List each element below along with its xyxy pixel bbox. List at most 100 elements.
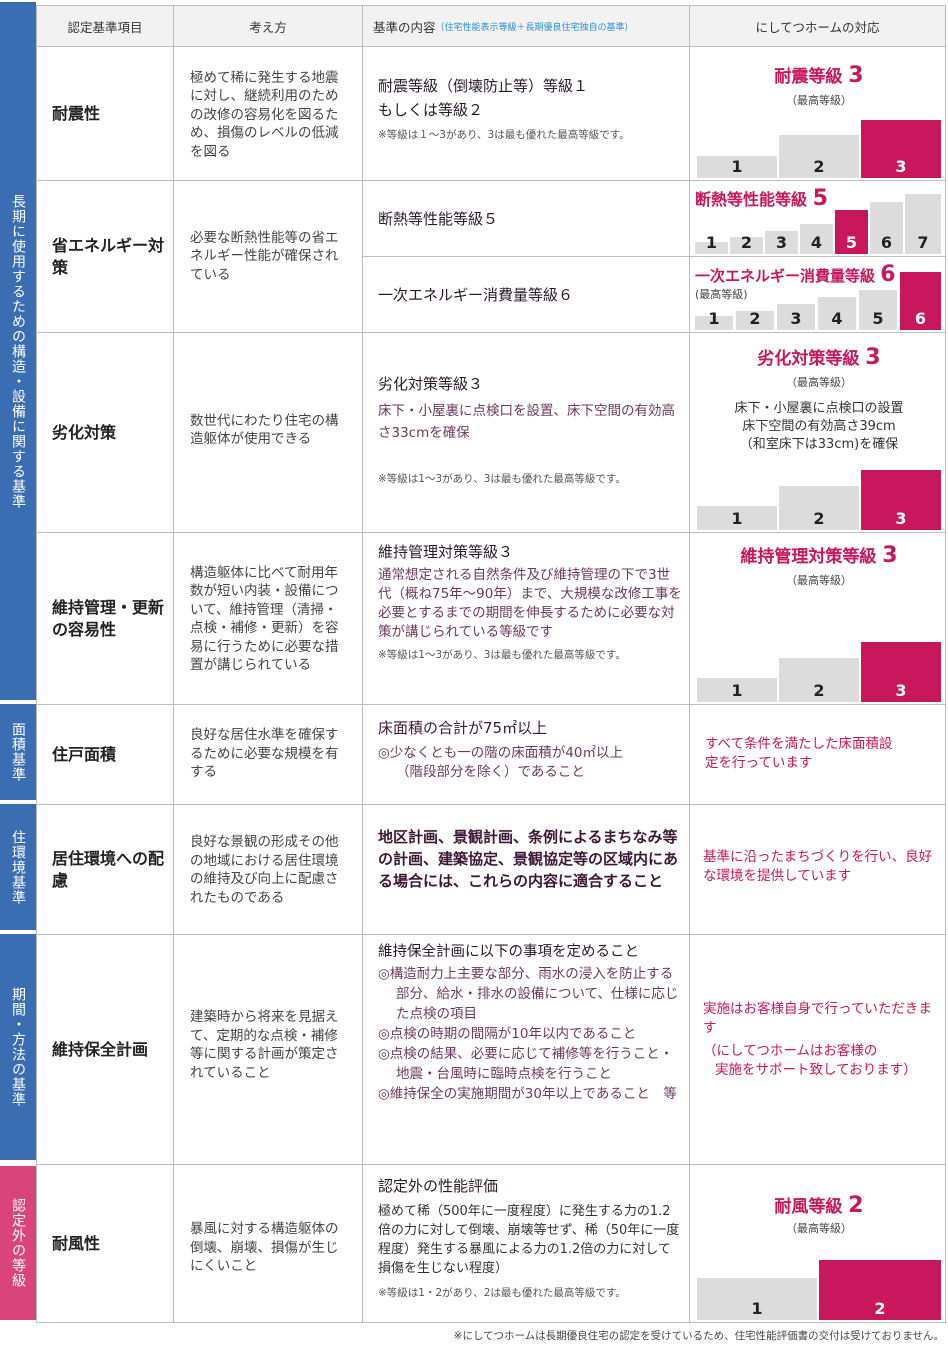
item-plan: 維持保全計画 [52, 1039, 149, 1059]
grade-bar-highlight: 6 [900, 272, 941, 330]
response-plan-line2: （にしてつホームはお客様の [703, 1043, 878, 1059]
grid-line [36, 704, 945, 705]
grade-bar-highlight: 3 [861, 470, 941, 530]
criteria-deterioration: 劣化対策等級３ 床下・小屋裏に点検口を設置、床下空間の有効高さ33cmを確保 ※… [378, 372, 683, 489]
criteria-seismic: 耐震等級（倒壊防止等）等級１ もしくは等級２ ※等級は１～3があり、3は最も優れ… [378, 74, 683, 145]
response-environment: 基準に沿ったまちづくりを行い、良好な環境を提供しています [703, 849, 933, 884]
response-plan-line1: 実施はお客様自身で行っていただきます [703, 1001, 932, 1036]
criteria-maintenance-note: ※等級は1～3があり、3は最も優れた最高等級です。 [378, 649, 626, 661]
response-deterioration-sub: （最高等級） [786, 376, 852, 389]
grade-bar: 2 [736, 309, 774, 330]
criteria-wind-title: 認定外の性能評価 [378, 1177, 499, 1195]
response-deterioration-title: 劣化対策等級 3 [757, 345, 881, 370]
response-plan: 実施はお客様自身で行っていただきます （にしてつホームはお客様の 実施をサポート… [703, 1000, 939, 1090]
criteria-maintenance-body: 通常想定される自然条件及び維持管理の下で3世代（概ね75年～90年）まで、大規模… [378, 567, 682, 640]
header-concept: 考え方 [174, 6, 362, 46]
grid-line [36, 804, 945, 805]
concept-environment: 良好な景観の形成その他の地域における居住環境の維持及び向上に配慮されたものである [190, 834, 339, 906]
criteria-deterioration-body: 床下・小屋裏に点検口を設置、床下空間の有効高さ33cmを確保 [378, 403, 675, 441]
grade-bar: 2 [730, 233, 763, 254]
criteria-wind-note: ※等級は1・2があり、2は最も優れた最高等級です。 [378, 1287, 626, 1299]
criteria-energy-b-text: 一次エネルギー消費量等級６ [378, 285, 574, 304]
grade-bar: 2 [779, 658, 859, 702]
concept-deterioration: 数世代にわたり住宅の構造躯体が使用できる [190, 412, 339, 448]
grade-bar: 4 [818, 297, 856, 330]
grade-bar-highlight: 3 [861, 120, 941, 178]
response-energy-b: 一次エネルギー消費量等級 6 (最高等級) 1 2 3 4 5 6 [695, 262, 941, 330]
grade-bar-highlight: 5 [835, 210, 868, 254]
header-criteria: 基準の内容 （住宅性能表示等級＋長期優良住宅独自の基準） [363, 6, 699, 46]
response-maintenance-sub: （最高等級） [786, 574, 852, 587]
criteria-wind-body: 極めて稀（500年に一度程度）に発生する力の1.2倍の力に対して倒壊、崩壊等せず… [378, 1204, 680, 1276]
response-wind-sub: （最高等級） [786, 1222, 852, 1235]
criteria-maintenance-title: 維持管理対策等級３ [378, 543, 514, 561]
grade-bar: 1 [697, 678, 777, 702]
grid-line [36, 1164, 945, 1165]
item-wind: 耐風性 [52, 1233, 101, 1253]
grid-line [36, 180, 945, 181]
criteria-plan-title: 維持保全計画に以下の事項を定めること [378, 944, 639, 960]
criteria-plan-item: ◎維持保全の実施期間が30年以上であること 等 [378, 1086, 677, 1102]
criteria-floor-area: 床面積の合計が75㎡以上 ◎少なくとも一の階の床面積が40㎡以上 （階段部分を除… [378, 716, 683, 782]
item-deterioration: 劣化対策 [52, 422, 117, 442]
concept-seismic: 極めて稀に発生する地震に対し、継続利用のための改修の容易化を図るため、損傷のレベ… [190, 69, 339, 160]
header-criteria-note: （住宅性能表示等級＋長期優良住宅独自の基準） [435, 22, 634, 33]
grade-bar: 7 [905, 194, 941, 254]
response-floor-area: すべて条件を満たした床面積設定を行っています [705, 736, 893, 771]
response-energy-b-title: 一次エネルギー消費量等級 6 [695, 262, 896, 287]
criteria-floor-area-body2: （階段部分を除く）であること [396, 764, 585, 780]
grid-line [36, 5, 945, 6]
footnote: ※にしてつホームは長期優良住宅の認定を受けているため、住宅性能評価書の交付は受け… [453, 1330, 944, 1342]
response-seismic: 耐震等級 3 （最高等級） 1 2 3 [697, 60, 941, 178]
criteria-deterioration-note: ※等級は1～3があり、3は最も優れた最高等級です。 [378, 473, 626, 485]
grade-bar: 3 [765, 231, 798, 254]
item-maintenance: 維持管理・更新の容易性 [52, 597, 165, 639]
concept-wind: 暴風に対する構造躯体の倒壊、崩壊、損傷が生じにくいこと [190, 1221, 339, 1275]
response-maintenance: 維持管理対策等級 3 （最高等級） 1 2 3 [697, 542, 941, 702]
criteria-environment: 地区計画、景観計画、条例によるまちなみ等の計画、建築協定、景観協定等の区域内にあ… [378, 826, 683, 892]
item-seismic: 耐震性 [52, 103, 101, 123]
band-living-env: 住環境基準 [0, 804, 36, 930]
grid-line [36, 934, 945, 935]
criteria-maintenance: 維持管理対策等級３ 通常想定される自然条件及び維持管理の下で3世代（概ね75年～… [378, 540, 683, 665]
criteria-plan-item: ◎点検の結果、必要に応じて補修等を行うこと・地震・台風時に臨時点検を行うこと [378, 1046, 674, 1082]
grade-bar: 6 [870, 202, 903, 254]
criteria-plan-item: ◎構造耐力上主要な部分、雨水の浸入を防止する部分、給水・排水の設備について、仕様… [378, 966, 679, 1022]
response-seismic-sub: （最高等級） [786, 94, 852, 107]
concept-maintenance: 構造躯体に比べて耐用年数が短い内装・設備について、維持管理（清掃・点検・補修・更… [190, 564, 339, 674]
criteria-floor-area-body1: ◎少なくとも一の階の床面積が40㎡以上 [378, 745, 623, 761]
criteria-energy-a-text: 断熱等性能等級５ [378, 209, 499, 228]
grid-line [945, 5, 946, 1323]
grid-line [36, 46, 945, 47]
grade-bar: 2 [779, 135, 859, 178]
criteria-energy-a: 断熱等性能等級５ [378, 181, 683, 256]
grid-line [36, 332, 945, 333]
header-response: にしてつホームの対応 [690, 6, 945, 46]
criteria-floor-area-title: 床面積の合計が75㎡以上 [378, 719, 548, 737]
band-period: 期間・方法の基準 [0, 934, 36, 1160]
grade-bar: 1 [695, 233, 728, 254]
response-energy-a-title: 断熱等性能等級 5 [695, 186, 828, 211]
criteria-environment-text: 地区計画、景観計画、条例によるまちなみ等の計画、建築協定、景観協定等の区域内にあ… [378, 828, 679, 890]
band-long-term: 長期に使用するための構造・設備に関する基準 [0, 2, 36, 700]
grade-bar: 1 [695, 309, 733, 330]
response-deterioration-desc1: 床下・小屋裏に点検口の設置 [734, 401, 904, 416]
grid-line [36, 532, 945, 533]
response-deterioration-desc3: （和室床下は33cm)を確保 [739, 437, 899, 452]
response-wind-title: 耐風等級 2 [774, 1193, 864, 1218]
grade-bar-highlight: 2 [819, 1260, 941, 1320]
grade-bar: 1 [697, 506, 777, 530]
response-energy-a: 断熱等性能等級 5 1 2 3 4 5 6 7 [695, 186, 941, 254]
response-deterioration: 劣化対策等級 3 （最高等級） 床下・小屋裏に点検口の設置 床下空間の有効高さ3… [697, 342, 941, 530]
grid-line [362, 5, 363, 1323]
grade-bar: 1 [697, 156, 777, 178]
criteria-seismic-line2: もしくは等級２ [378, 101, 484, 119]
grid-line [173, 5, 174, 1323]
concept-energy: 必要な断熱性能等の省エネルギー性能が確保されている [190, 229, 339, 283]
criteria-energy-b: 一次エネルギー消費量等級６ [378, 257, 683, 332]
concept-floor-area: 良好な居住水準を確保するために必要な規模を有する [190, 727, 339, 781]
concept-plan: 建築時から将来を見据えて、定期的な点検・補修等に関する計画が策定されていること [190, 1009, 339, 1081]
grid-line [36, 1322, 945, 1323]
grade-bar: 1 [697, 1278, 817, 1320]
grade-bar-highlight: 3 [861, 642, 941, 702]
